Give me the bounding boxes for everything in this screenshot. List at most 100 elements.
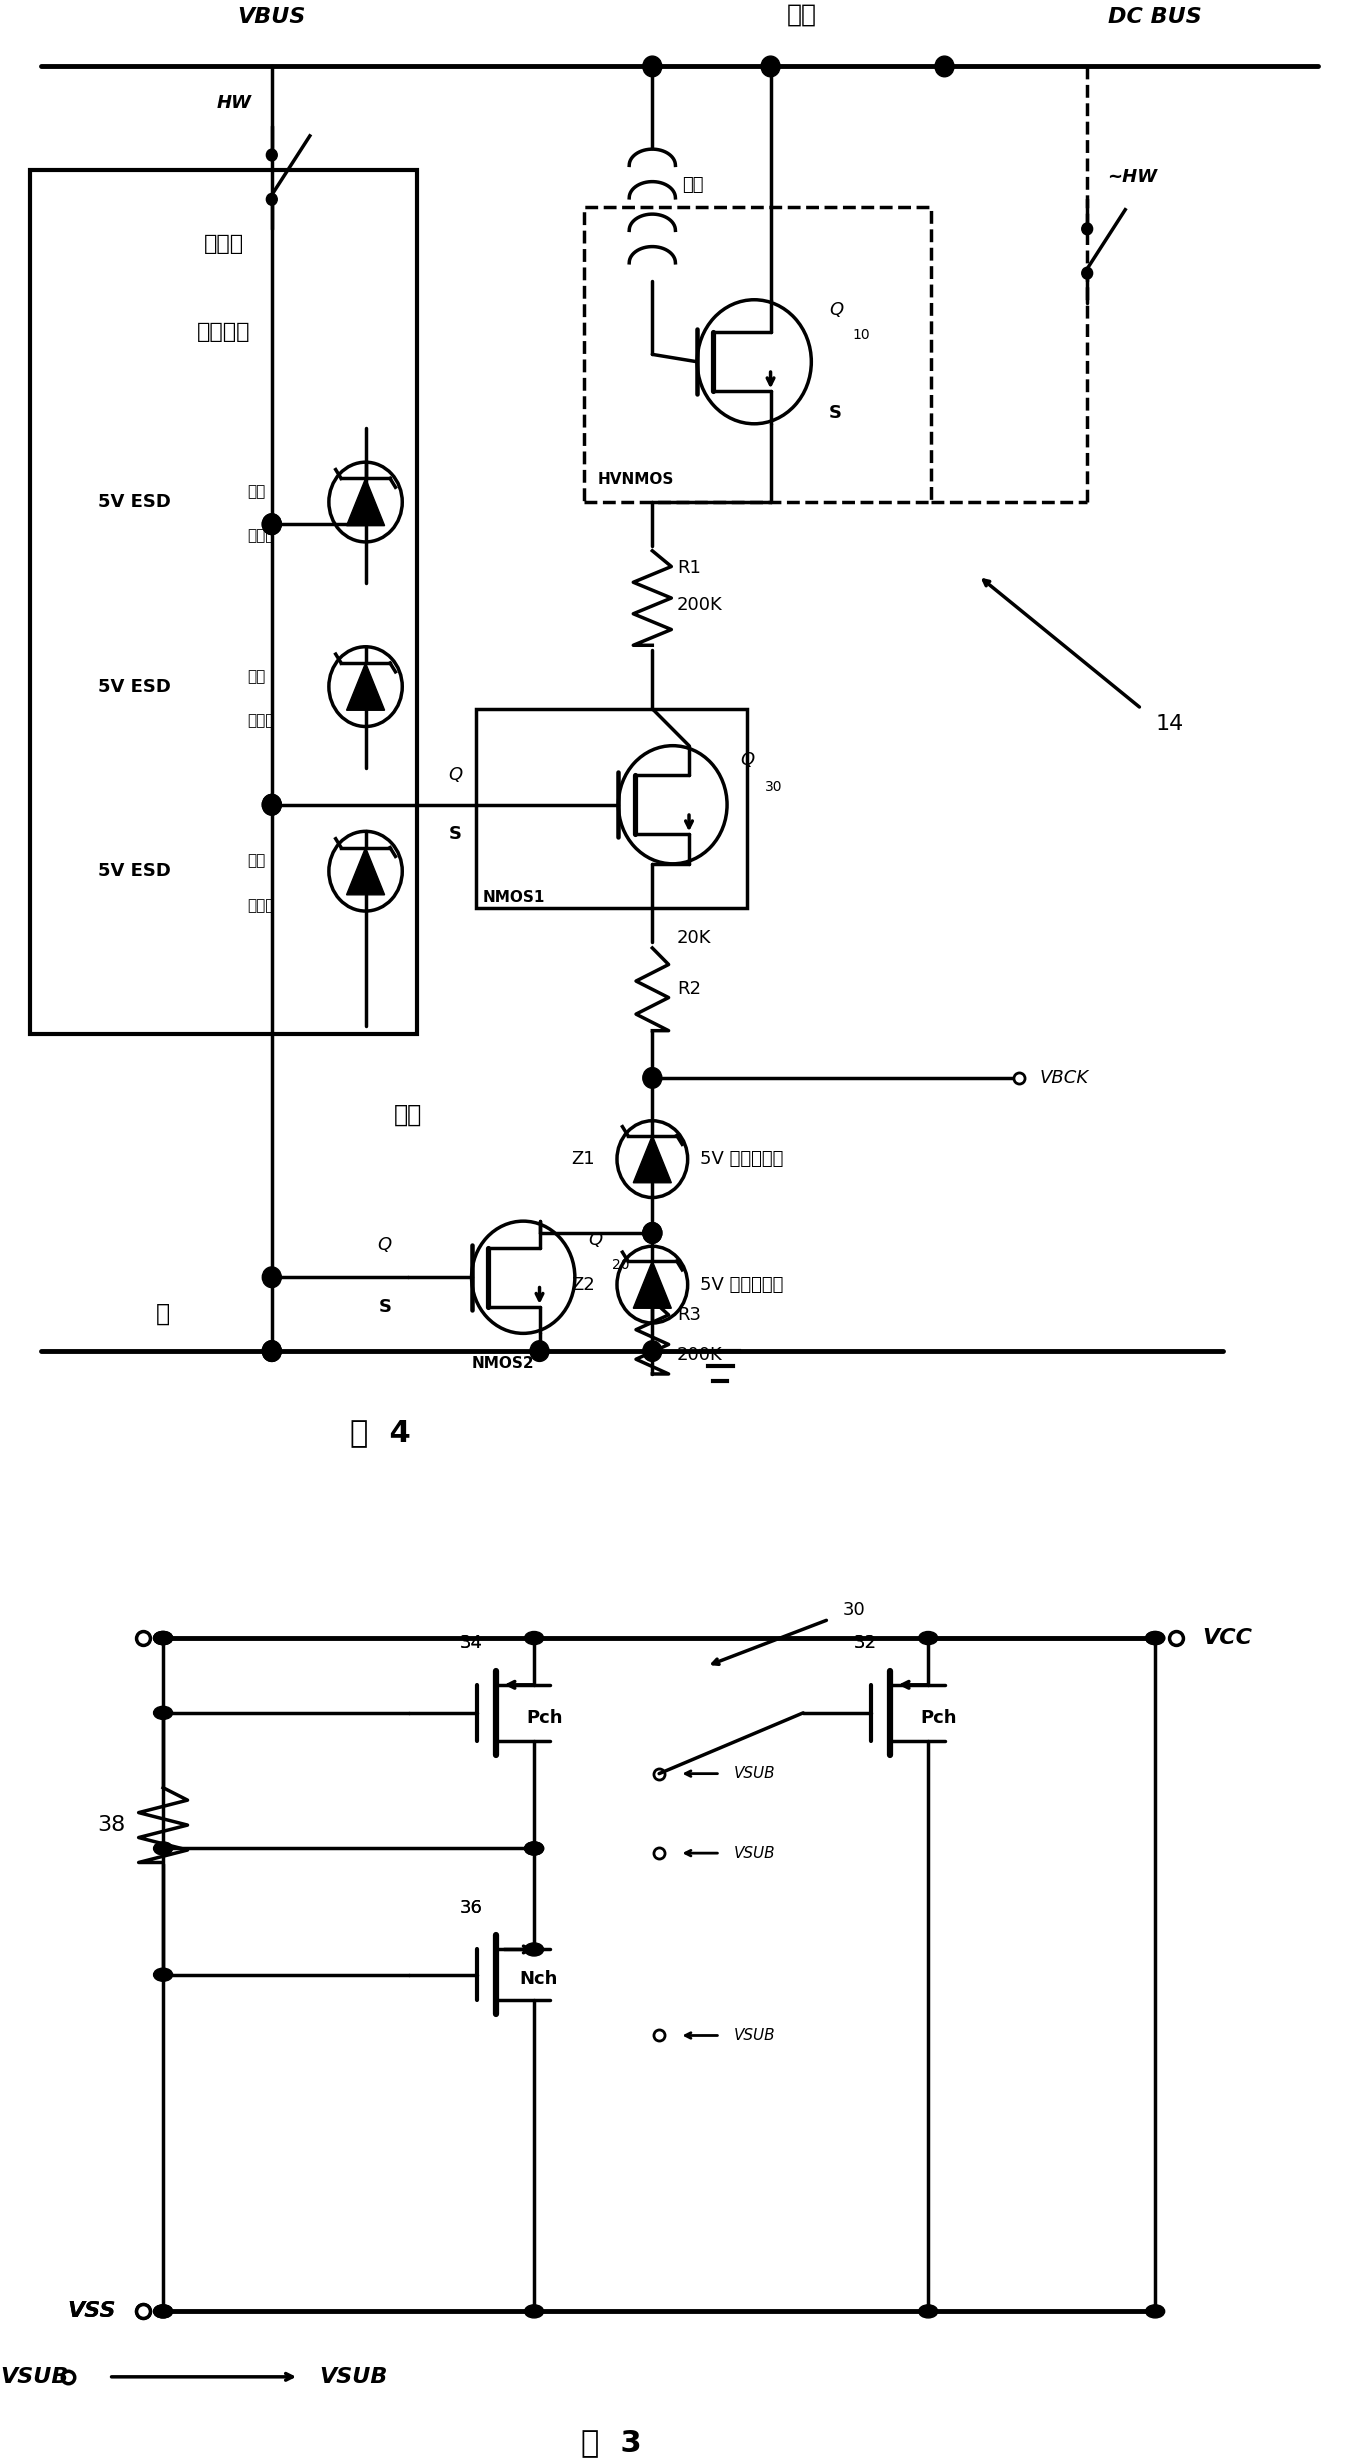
Text: 高压: 高压 — [787, 2, 817, 27]
Circle shape — [525, 1942, 544, 1956]
Circle shape — [154, 2306, 173, 2318]
Circle shape — [935, 57, 954, 76]
Circle shape — [919, 1632, 938, 1644]
Text: S: S — [448, 824, 462, 844]
Polygon shape — [633, 1260, 671, 1309]
Text: 齐纳: 齐纳 — [247, 854, 265, 869]
Circle shape — [919, 2306, 938, 2318]
Circle shape — [1146, 1632, 1165, 1644]
Text: 34: 34 — [461, 1634, 482, 1651]
Circle shape — [525, 2306, 544, 2318]
Polygon shape — [347, 662, 385, 711]
Text: 200K: 200K — [677, 596, 723, 615]
Circle shape — [643, 1223, 662, 1243]
Text: VSUB: VSUB — [319, 2367, 387, 2387]
Circle shape — [154, 1632, 173, 1644]
Text: 螺旋: 螺旋 — [682, 175, 704, 194]
Text: 5V ESD: 5V ESD — [98, 861, 171, 881]
Text: DC BUS: DC BUS — [1109, 7, 1201, 27]
Text: R2: R2 — [677, 979, 701, 999]
Text: S: S — [378, 1297, 391, 1317]
Polygon shape — [347, 477, 385, 527]
Text: 36: 36 — [461, 1900, 482, 1917]
Text: 38: 38 — [96, 1816, 125, 1836]
Circle shape — [262, 1341, 281, 1361]
Text: 二极管: 二极管 — [247, 898, 275, 913]
Text: ~HW: ~HW — [1108, 167, 1158, 187]
Text: R1: R1 — [677, 559, 701, 578]
Circle shape — [154, 1705, 173, 1720]
Text: 30: 30 — [843, 1602, 866, 1619]
Text: Q: Q — [448, 765, 462, 785]
Circle shape — [154, 1632, 173, 1644]
Circle shape — [266, 150, 277, 160]
Text: 齐纳: 齐纳 — [247, 669, 265, 684]
Text: VSUB: VSUB — [734, 1767, 776, 1782]
Circle shape — [1146, 1632, 1165, 1644]
Text: 二极管: 二极管 — [247, 529, 275, 544]
Circle shape — [262, 514, 281, 534]
Text: 20: 20 — [612, 1258, 629, 1272]
Text: Pch: Pch — [920, 1708, 957, 1728]
Text: 5V 齐纳二极管: 5V 齐纳二极管 — [700, 1149, 783, 1169]
Text: 图  3: 图 3 — [582, 2429, 641, 2456]
Text: Z1: Z1 — [572, 1149, 595, 1169]
Circle shape — [262, 1267, 281, 1287]
Circle shape — [154, 1841, 173, 1856]
Text: VSUB: VSUB — [734, 2028, 776, 2043]
Circle shape — [761, 57, 780, 76]
Circle shape — [262, 795, 281, 815]
Text: Nch: Nch — [519, 1971, 557, 1988]
Circle shape — [266, 194, 277, 204]
Text: 30: 30 — [765, 780, 783, 795]
Text: 5V 齐纳二极管: 5V 齐纳二极管 — [700, 1275, 783, 1294]
Text: Q: Q — [588, 1230, 602, 1250]
Text: 5V ESD: 5V ESD — [98, 492, 171, 512]
Circle shape — [154, 1632, 173, 1644]
Circle shape — [525, 1841, 544, 1856]
Text: Z2: Z2 — [572, 1275, 595, 1294]
Text: NMOS1: NMOS1 — [482, 891, 545, 906]
Polygon shape — [633, 1135, 671, 1184]
Circle shape — [643, 1068, 662, 1088]
Text: VSS: VSS — [67, 2301, 116, 2321]
Circle shape — [643, 1341, 662, 1361]
Text: Q: Q — [741, 751, 754, 770]
Text: NMOS2: NMOS2 — [472, 1356, 534, 1371]
Text: VSUB: VSUB — [0, 2367, 68, 2387]
Text: 200K: 200K — [677, 1346, 723, 1363]
Circle shape — [1146, 2306, 1165, 2318]
Circle shape — [525, 1632, 544, 1644]
Text: VBCK: VBCK — [1040, 1068, 1089, 1088]
Text: Q: Q — [829, 300, 843, 320]
Text: HVNMOS: HVNMOS — [598, 473, 674, 487]
Circle shape — [525, 1841, 544, 1856]
Circle shape — [643, 57, 662, 76]
Circle shape — [262, 514, 281, 534]
Circle shape — [154, 1969, 173, 1981]
Text: 14: 14 — [1155, 714, 1184, 733]
Text: 二极管: 二极管 — [247, 714, 275, 728]
Text: 齐纳: 齐纳 — [247, 485, 265, 500]
Text: VSUB: VSUB — [734, 1846, 776, 1861]
Text: 低压: 低压 — [394, 1103, 421, 1127]
Circle shape — [154, 2306, 173, 2318]
Text: VCC: VCC — [1203, 1629, 1253, 1649]
Text: 图  4: 图 4 — [351, 1418, 410, 1447]
Text: 36: 36 — [461, 1900, 482, 1917]
Text: HW: HW — [216, 94, 251, 113]
Polygon shape — [347, 847, 385, 896]
Text: 5V ESD: 5V ESD — [98, 677, 171, 696]
Circle shape — [1082, 224, 1093, 234]
Text: 20K: 20K — [677, 928, 711, 947]
Text: Q: Q — [378, 1235, 391, 1253]
Text: VSS: VSS — [67, 2301, 116, 2321]
Text: 地: 地 — [156, 1302, 170, 1326]
Circle shape — [262, 1341, 281, 1361]
Circle shape — [1082, 268, 1093, 278]
Text: 瞬变保护: 瞬变保护 — [197, 322, 250, 342]
Text: 栅极的: 栅极的 — [204, 234, 243, 253]
Text: R3: R3 — [677, 1307, 701, 1324]
Text: VBUS: VBUS — [238, 7, 306, 27]
Circle shape — [643, 1223, 662, 1243]
